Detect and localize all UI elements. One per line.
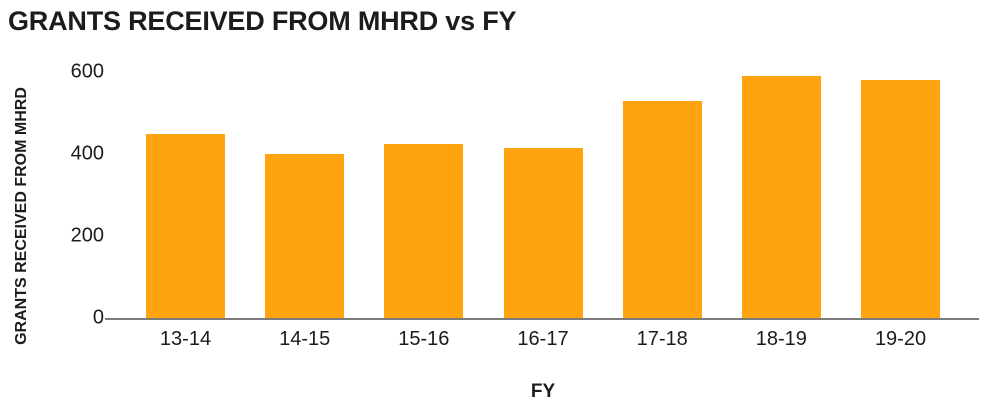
y-tick-label: 400 xyxy=(70,142,104,165)
bar-19-20 xyxy=(861,80,941,318)
bar-14-15 xyxy=(265,154,345,318)
x-tick-label: 19-20 xyxy=(874,328,927,350)
x-tick-label: 14-15 xyxy=(279,328,331,350)
x-tick-label: 17-18 xyxy=(636,328,688,350)
bar-18-19 xyxy=(741,76,821,318)
bar-15-16 xyxy=(384,143,464,318)
bar-16-17 xyxy=(503,147,583,318)
bar-17-18 xyxy=(622,100,702,318)
x-tick-label: 13-14 xyxy=(159,328,212,350)
chart-title: GRANTS RECEIVED FROM MHRD vs FY xyxy=(8,6,517,36)
bar-13-14 xyxy=(146,133,225,318)
plot-area xyxy=(105,72,979,320)
x-tick-label: 18-19 xyxy=(755,328,807,350)
x-axis-tick-labels: 13-14 14-15 15-16 16-17 17-18 18-19 19-20 xyxy=(0,328,983,354)
y-tick-label: 200 xyxy=(70,224,104,247)
x-tick-label: 15-16 xyxy=(398,328,450,350)
y-tick-label: 0 xyxy=(92,306,104,329)
x-tick-label: 16-17 xyxy=(517,328,569,350)
y-axis-tick-labels: 0 200 400 600 xyxy=(0,0,104,412)
x-axis-title: FY xyxy=(530,381,556,402)
y-tick-label: 600 xyxy=(70,60,104,83)
